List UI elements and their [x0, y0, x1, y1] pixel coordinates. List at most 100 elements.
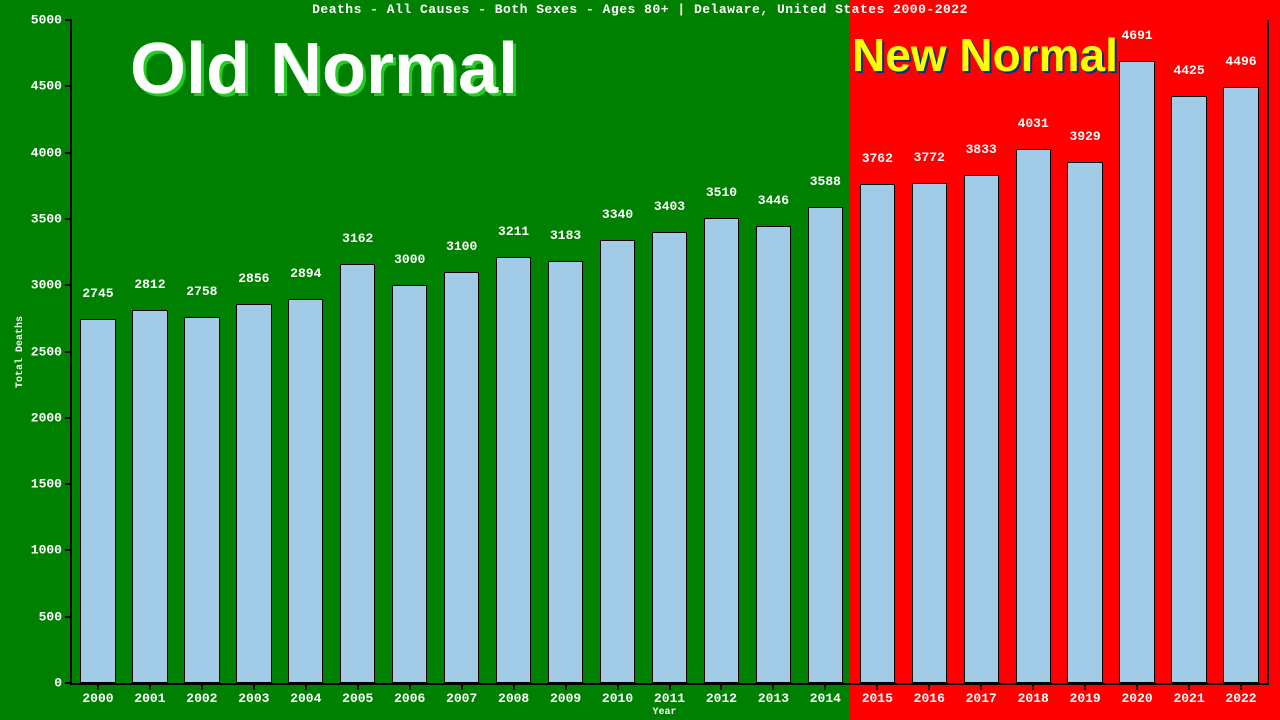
x-tick-label: 2018 — [1018, 691, 1049, 706]
x-tick-label: 2005 — [342, 691, 373, 706]
x-tick — [669, 683, 671, 690]
y-tick-label: 3500 — [31, 211, 62, 226]
y-tick — [65, 351, 72, 353]
x-tick — [409, 683, 411, 690]
x-tick — [1084, 683, 1086, 690]
x-tick — [97, 683, 99, 690]
bar-value-label: 4691 — [1121, 28, 1152, 43]
x-tick — [980, 683, 982, 690]
bar — [808, 207, 843, 683]
bar-value-label: 3929 — [1070, 129, 1101, 144]
x-tick — [824, 683, 826, 690]
y-tick-label: 5000 — [31, 13, 62, 28]
y-tick — [65, 85, 72, 87]
y-tick — [65, 483, 72, 485]
y-tick-label: 4000 — [31, 145, 62, 160]
x-tick-label: 2007 — [446, 691, 477, 706]
bar-value-label: 3162 — [342, 231, 373, 246]
x-tick — [565, 683, 567, 690]
x-tick — [357, 683, 359, 690]
bar-value-label: 3772 — [914, 150, 945, 165]
bar — [1223, 87, 1258, 683]
x-tick-label: 2015 — [862, 691, 893, 706]
bar — [444, 272, 479, 683]
x-tick-label: 2010 — [602, 691, 633, 706]
x-tick-label: 2008 — [498, 691, 529, 706]
x-tick-label: 2017 — [966, 691, 997, 706]
bar — [184, 317, 219, 683]
bar — [652, 232, 687, 683]
bar-value-label: 4425 — [1173, 63, 1204, 78]
y-tick — [65, 218, 72, 220]
x-tick — [1188, 683, 1190, 690]
x-tick — [305, 683, 307, 690]
y-tick — [65, 549, 72, 551]
x-tick — [513, 683, 515, 690]
bar — [756, 226, 791, 683]
bar — [600, 240, 635, 683]
bar-value-label: 3340 — [602, 207, 633, 222]
chart-title: Deaths - All Causes - Both Sexes - Ages … — [0, 2, 1280, 17]
x-tick-label: 2006 — [394, 691, 425, 706]
x-tick-label: 2011 — [654, 691, 685, 706]
x-tick — [1136, 683, 1138, 690]
bar-value-label: 3100 — [446, 239, 477, 254]
y-tick-label: 2500 — [31, 344, 62, 359]
x-tick — [149, 683, 151, 690]
bar-value-label: 3000 — [394, 252, 425, 267]
bar-value-label: 3211 — [498, 224, 529, 239]
bar-value-label: 2894 — [290, 266, 321, 281]
bar-value-label: 2812 — [134, 277, 165, 292]
x-tick-label: 2009 — [550, 691, 581, 706]
y-tick-label: 0 — [54, 676, 62, 691]
bar — [340, 264, 375, 683]
y-tick-label: 3000 — [31, 278, 62, 293]
y-tick-label: 1500 — [31, 477, 62, 492]
y-tick — [65, 616, 72, 618]
x-tick — [1240, 683, 1242, 690]
y-tick — [65, 417, 72, 419]
chart-container: Deaths - All Causes - Both Sexes - Ages … — [0, 0, 1280, 720]
bar — [1067, 162, 1102, 683]
y-tick-label: 2000 — [31, 410, 62, 425]
bar — [704, 218, 739, 683]
y-axis-label: Total Deaths — [15, 315, 26, 387]
x-axis-label: Year — [653, 707, 677, 718]
y-tick-label: 4500 — [31, 79, 62, 94]
x-tick-label: 2022 — [1225, 691, 1256, 706]
bar-value-label: 4496 — [1225, 54, 1256, 69]
annotation-label: Old Normal — [130, 28, 518, 110]
x-tick-label: 2001 — [134, 691, 165, 706]
bar-value-label: 3510 — [706, 185, 737, 200]
bar — [912, 183, 947, 683]
annotation-label: New Normal — [852, 28, 1118, 82]
x-tick-label: 2021 — [1173, 691, 1204, 706]
x-tick-label: 2012 — [706, 691, 737, 706]
bar — [496, 257, 531, 683]
bar-value-label: 3762 — [862, 151, 893, 166]
x-tick-label: 2016 — [914, 691, 945, 706]
x-tick — [253, 683, 255, 690]
y-tick — [65, 152, 72, 154]
bar — [392, 285, 427, 683]
bar — [548, 261, 583, 683]
bar-value-label: 2745 — [82, 286, 113, 301]
bar — [964, 175, 999, 683]
x-tick — [720, 683, 722, 690]
x-tick — [617, 683, 619, 690]
bar — [236, 304, 271, 683]
x-tick — [201, 683, 203, 690]
bar — [288, 299, 323, 683]
bar-value-label: 2758 — [186, 284, 217, 299]
bar — [860, 184, 895, 683]
x-tick-label: 2013 — [758, 691, 789, 706]
x-tick-label: 2002 — [186, 691, 217, 706]
plot-area: 0500100015002000250030003500400045005000… — [70, 20, 1269, 685]
y-tick — [65, 682, 72, 684]
bar-value-label: 3588 — [810, 174, 841, 189]
bar-value-label: 4031 — [1018, 116, 1049, 131]
bar-value-label: 3183 — [550, 228, 581, 243]
y-tick — [65, 19, 72, 21]
y-tick-label: 500 — [39, 609, 62, 624]
x-tick-label: 2019 — [1070, 691, 1101, 706]
